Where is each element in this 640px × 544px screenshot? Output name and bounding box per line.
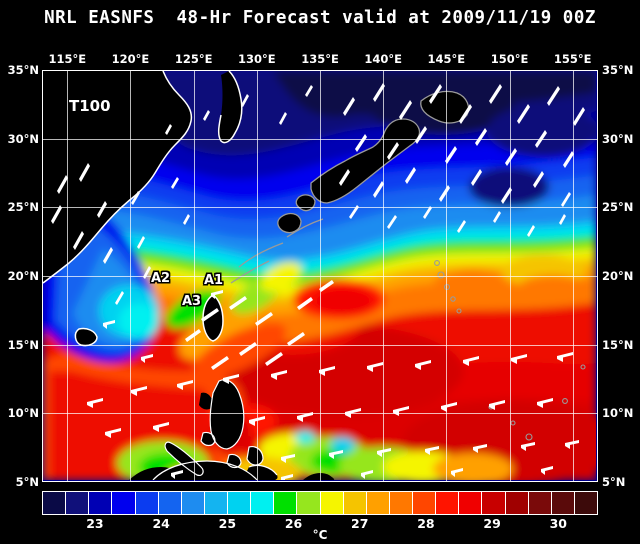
colorbar-tick: 26 bbox=[284, 516, 303, 531]
colorbar-swatch bbox=[158, 492, 182, 514]
lat-tick-label: 30°N bbox=[7, 131, 39, 146]
lon-tick-label: 150°E bbox=[490, 52, 529, 66]
lat-tick-label: 20°N bbox=[7, 269, 39, 283]
lon-tick-label: 135°E bbox=[301, 52, 339, 66]
colorbar-tick: 25 bbox=[218, 516, 237, 531]
map-annotations: A1 A2 A3 bbox=[43, 71, 597, 481]
lon-tick-label: 125°E bbox=[174, 52, 213, 66]
map-annotation-a1: A1 bbox=[204, 273, 224, 288]
lat-tick-label: 15°N bbox=[7, 337, 39, 352]
colorbar-swatch bbox=[274, 492, 298, 514]
gridline-parallel bbox=[43, 138, 597, 140]
colorbar-swatch bbox=[135, 492, 159, 514]
lon-tick-label: 140°E bbox=[364, 52, 402, 66]
latitude-axis-right: 35°N 30°N 25°N 20°N 15°N 10°N 5°N bbox=[598, 0, 640, 544]
sst-map[interactable]: T100 A1 A2 A3 bbox=[42, 70, 598, 482]
longitude-axis-top: 115°E 120°E 125°E 130°E 135°E 140°E 145°E 150°E… bbox=[0, 52, 640, 66]
colorbar-swatch bbox=[343, 492, 367, 514]
colorbar-swatch bbox=[43, 492, 67, 514]
map-annotation-a3: A3 bbox=[182, 294, 202, 309]
colorbar-swatch bbox=[297, 492, 321, 514]
colorbar-swatch bbox=[112, 492, 136, 514]
gridline-parallel bbox=[43, 413, 597, 415]
colorbar-tick: 28 bbox=[417, 516, 435, 531]
lon-tick-label: 130°E bbox=[238, 52, 276, 66]
gridline-parallel bbox=[43, 344, 597, 346]
colorbar-tick: 29 bbox=[483, 516, 501, 531]
colorbar-tick-labels: 23 24 25 26 27 28 29 30 bbox=[0, 516, 640, 531]
colorbar-swatch bbox=[505, 492, 529, 514]
colorbar-swatch bbox=[574, 492, 597, 514]
map-canvas: T100 A1 A2 A3 bbox=[43, 71, 597, 481]
lat-tick-label: 25°N bbox=[602, 200, 634, 215]
lat-tick-label: 5°N bbox=[15, 475, 39, 489]
colorbar-swatch bbox=[459, 492, 483, 514]
colorbar-swatch bbox=[66, 492, 90, 514]
lat-tick-label: 35°N bbox=[7, 63, 39, 77]
colorbar-swatch bbox=[366, 492, 390, 514]
colorbar-unit-label: °C bbox=[312, 528, 328, 542]
colorbar-tick: 30 bbox=[549, 516, 567, 531]
temperature-colorbar[interactable] bbox=[42, 491, 598, 515]
lon-tick-label: 155°E bbox=[553, 52, 592, 66]
colorbar-swatch bbox=[251, 492, 275, 514]
colorbar-swatch bbox=[551, 492, 575, 514]
lat-tick-label: 10°N bbox=[602, 406, 634, 421]
colorbar-swatch bbox=[436, 492, 460, 514]
map-gridlines bbox=[43, 71, 597, 481]
lat-tick-label: 30°N bbox=[602, 131, 634, 146]
colorbar-swatch bbox=[389, 492, 413, 514]
colorbar-tick: 27 bbox=[351, 516, 369, 531]
lat-tick-label: 25°N bbox=[7, 200, 39, 215]
gridline-parallel bbox=[43, 276, 597, 277]
colorbar-swatch bbox=[181, 492, 205, 514]
gridline-parallel bbox=[43, 207, 597, 209]
page-title: NRL EASNFS 48-Hr Forecast valid at 2009/… bbox=[44, 8, 596, 28]
lon-tick-label: 120°E bbox=[111, 52, 150, 66]
sst-field bbox=[43, 71, 596, 480]
lat-tick-label: 10°N bbox=[7, 406, 39, 421]
lat-tick-label: 5°N bbox=[602, 475, 626, 489]
lon-tick-label: 145°E bbox=[427, 52, 466, 66]
colorbar-tick: 24 bbox=[152, 516, 170, 531]
colorbar-swatch bbox=[413, 492, 437, 514]
map-annotation-a2: A2 bbox=[151, 271, 171, 286]
lat-tick-label: 35°N bbox=[602, 63, 634, 77]
colorbar-swatch bbox=[89, 492, 113, 514]
lat-tick-label: 15°N bbox=[602, 337, 634, 352]
colorbar-tick: 23 bbox=[86, 516, 104, 531]
colorbar-swatch bbox=[482, 492, 506, 514]
field-label-t100: T100 bbox=[69, 97, 111, 115]
latitude-axis-left: 35°N 30°N 25°N 20°N 15°N 10°N 5°N bbox=[0, 0, 42, 544]
colorbar-swatch bbox=[228, 492, 252, 514]
colorbar-swatch bbox=[204, 492, 228, 514]
colorbar-swatch bbox=[528, 492, 552, 514]
lon-tick-label: 115°E bbox=[48, 52, 87, 66]
lat-tick-label: 20°N bbox=[602, 269, 634, 283]
colorbar-swatch bbox=[320, 492, 344, 514]
